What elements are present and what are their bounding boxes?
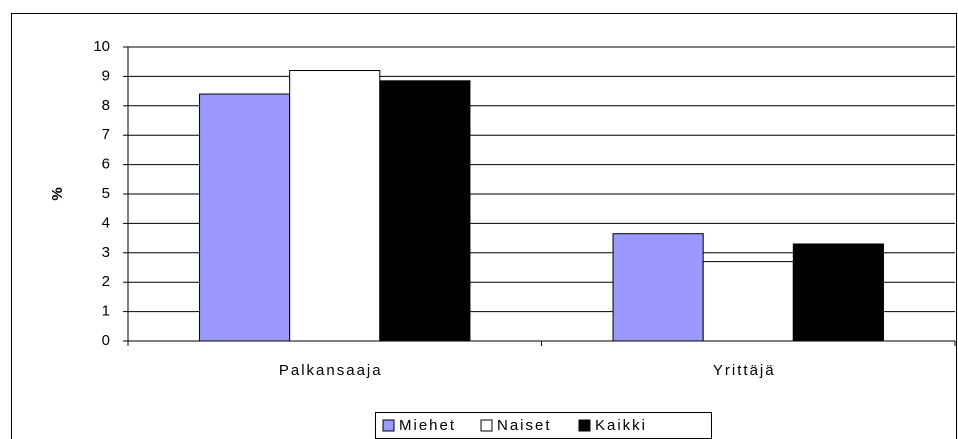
bar (199, 93, 291, 342)
y-tick-label: 3 (102, 244, 110, 261)
x-tick-label: Palkansaaja (279, 362, 383, 379)
legend-label: Naiset (497, 417, 552, 434)
legend-label: Kaikki (595, 417, 647, 434)
y-tick-label: 5 (102, 185, 110, 202)
y-tick-label: 9 (102, 67, 110, 84)
y-tick-label: 7 (102, 126, 110, 143)
legend-swatch (382, 419, 395, 432)
y-tick-label: 10 (93, 38, 110, 55)
y-tick-label: 1 (102, 303, 110, 320)
bar (289, 70, 381, 342)
bar (612, 233, 704, 342)
y-tick-label: 8 (102, 97, 110, 114)
x-tick-label: Yrittäjä (713, 362, 776, 379)
legend-swatch (480, 419, 493, 432)
legend-swatch (578, 419, 591, 432)
bar (379, 80, 471, 342)
bar (792, 243, 884, 342)
bar (702, 261, 794, 342)
y-axis-label: % (49, 187, 66, 200)
y-tick-label: 0 (102, 332, 110, 349)
chart-border (11, 13, 957, 439)
legend-label: Miehet (399, 417, 456, 434)
y-tick-label: 4 (102, 214, 110, 231)
y-tick-label: 6 (102, 156, 110, 173)
legend-box (375, 412, 712, 439)
y-tick-label: 2 (102, 273, 110, 290)
